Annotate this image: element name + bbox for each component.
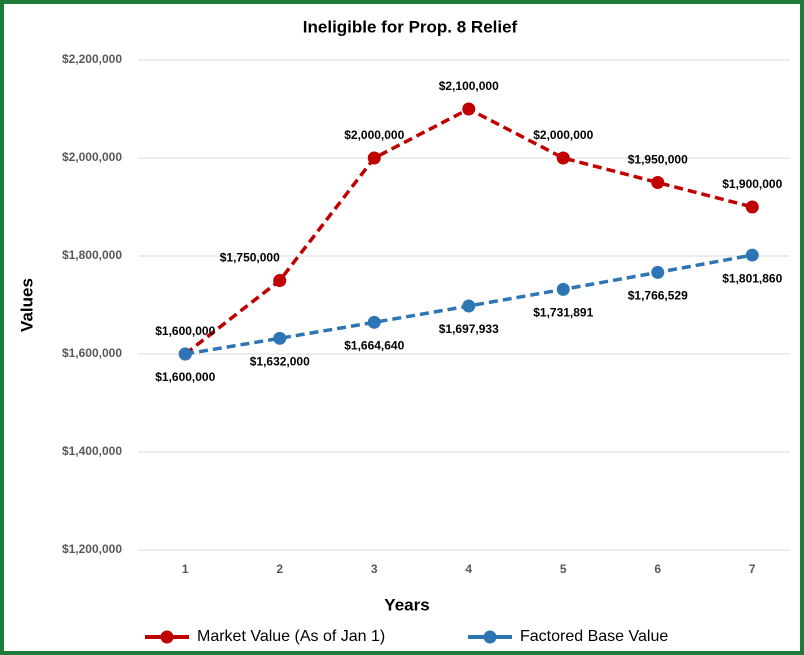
x-tick-label: 3 bbox=[371, 562, 378, 576]
x-tick-label: 7 bbox=[749, 562, 756, 576]
data-point bbox=[273, 274, 287, 287]
data-point bbox=[178, 347, 192, 361]
data-label: $2,000,000 bbox=[344, 128, 404, 142]
data-point bbox=[651, 265, 665, 279]
data-label: $1,632,000 bbox=[250, 354, 310, 368]
y-tick-label: $1,800,000 bbox=[62, 248, 122, 262]
chart-title: Ineligible for Prop. 8 Relief bbox=[303, 17, 518, 36]
data-point bbox=[651, 176, 665, 189]
data-label: $2,000,000 bbox=[533, 128, 593, 142]
data-point bbox=[745, 248, 759, 262]
data-label: $1,801,860 bbox=[722, 271, 782, 285]
data-label: $1,750,000 bbox=[220, 251, 280, 265]
y-tick-label: $1,200,000 bbox=[62, 542, 122, 556]
x-axis-title: Years bbox=[384, 595, 429, 614]
legend-label: Factored Base Value bbox=[520, 628, 668, 645]
legend-label: Market Value (As of Jan 1) bbox=[197, 628, 385, 645]
x-tick-label: 4 bbox=[465, 562, 472, 576]
data-point bbox=[367, 315, 381, 329]
x-tick-label: 6 bbox=[654, 562, 661, 576]
data-point bbox=[367, 151, 381, 165]
data-point bbox=[462, 102, 476, 116]
data-label: $1,900,000 bbox=[722, 177, 782, 191]
x-tick-label: 5 bbox=[560, 562, 567, 576]
data-label: $1,731,891 bbox=[533, 306, 593, 320]
data-point bbox=[745, 200, 759, 214]
y-tick-label: $1,600,000 bbox=[62, 346, 122, 360]
y-tick-label: $1,400,000 bbox=[62, 444, 122, 458]
y-tick-label: $2,000,000 bbox=[62, 150, 122, 164]
data-point bbox=[556, 151, 570, 165]
data-label: $1,697,933 bbox=[439, 322, 499, 336]
y-tick-label: $2,200,000 bbox=[62, 52, 122, 66]
data-label: $1,950,000 bbox=[628, 153, 688, 167]
x-tick-label: 1 bbox=[182, 562, 189, 576]
y-axis-title: Values bbox=[17, 278, 36, 332]
data-point bbox=[273, 331, 287, 345]
data-label: $2,100,000 bbox=[439, 79, 499, 93]
x-tick-label: 2 bbox=[276, 562, 283, 576]
data-label: $1,664,640 bbox=[344, 338, 404, 352]
legend-marker bbox=[483, 630, 497, 644]
legend-marker bbox=[160, 630, 174, 644]
data-point bbox=[462, 299, 476, 313]
data-label: $1,600,000 bbox=[155, 324, 215, 338]
data-label: $1,600,000 bbox=[155, 370, 215, 384]
data-label: $1,766,529 bbox=[628, 289, 688, 303]
data-point bbox=[556, 282, 570, 296]
